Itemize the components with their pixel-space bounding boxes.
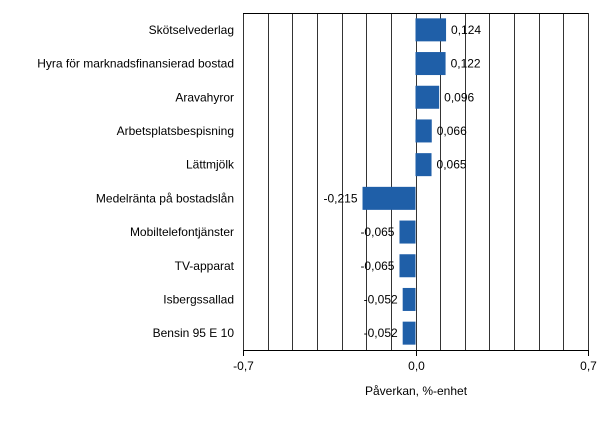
bar (362, 186, 416, 210)
category-label: Skötselvederlag (149, 23, 234, 37)
bar (399, 220, 416, 244)
x-tick-label: 0,7 (580, 359, 597, 373)
bar (415, 52, 446, 76)
bar (402, 287, 416, 311)
bar (399, 254, 416, 278)
data-label: 0,096 (444, 90, 474, 104)
category-label: Bensin 95 E 10 (153, 326, 235, 340)
x-tick-label: -0,7 (233, 359, 254, 373)
data-label: -0,065 (360, 259, 394, 273)
data-label: 0,124 (451, 23, 481, 37)
x-axis-title: Påverkan, %-enhet (365, 384, 468, 398)
labels: Skötselvederlag 0,124 Hyra för marknadsfin… (37, 23, 597, 373)
category-label: Mobiltelefontjänster (130, 225, 234, 239)
x-tick-label: 0,0 (408, 359, 425, 373)
category-label: Medelränta på bostadslån (96, 191, 234, 205)
data-label: -0,215 (323, 191, 357, 205)
category-label: Isbergssallad (163, 292, 234, 306)
bar (415, 119, 432, 143)
data-label: 0,066 (437, 124, 467, 138)
data-label: 0,122 (451, 57, 481, 71)
category-label: Hyra för marknadsfinansierad bostad (37, 57, 234, 71)
bars (362, 18, 447, 345)
category-label: Arbetsplatsbespisning (117, 124, 234, 138)
bar (415, 85, 440, 109)
data-label: -0,065 (360, 225, 394, 239)
gridlines (243, 13, 589, 350)
data-label: -0,052 (364, 326, 398, 340)
category-label: Lättmjölk (186, 158, 235, 172)
data-label: 0,065 (437, 158, 467, 172)
bar (415, 18, 447, 42)
data-label: -0,052 (364, 292, 398, 306)
bar (415, 153, 432, 177)
bar (402, 321, 416, 345)
category-label: Aravahyror (175, 90, 234, 104)
category-label: TV-apparat (175, 259, 235, 273)
axes (243, 13, 589, 356)
